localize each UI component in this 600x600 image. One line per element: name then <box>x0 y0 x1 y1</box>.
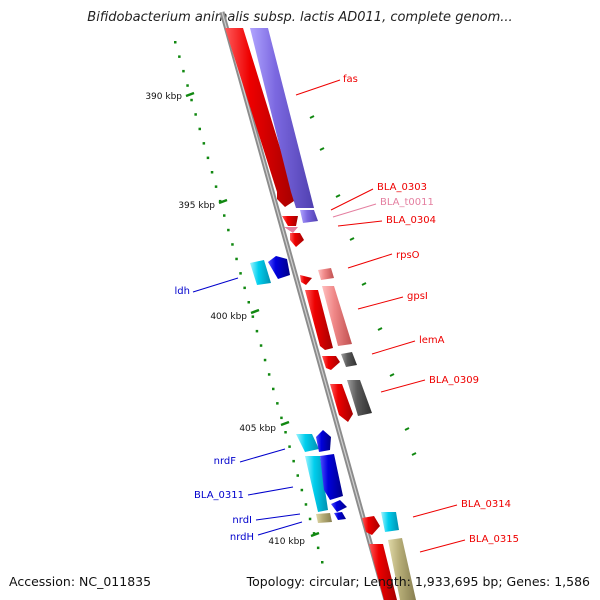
scale-dot <box>231 243 234 246</box>
accession-text: Accession: NC_011835 <box>9 574 151 589</box>
scale-dot <box>227 228 230 232</box>
label-text: ldh <box>175 286 190 297</box>
gene-lemA[interactable] <box>322 352 357 370</box>
scale-dot <box>247 301 250 304</box>
label-text: BLA_0311 <box>194 490 244 501</box>
tick-390kbp: 390 kbp <box>145 91 195 102</box>
scale-dot <box>267 373 271 376</box>
scale-dot <box>235 257 238 261</box>
scale-dot <box>194 113 197 116</box>
genome-backbone <box>219 11 389 600</box>
scale-dot <box>223 214 226 217</box>
label-text: nrdF <box>214 456 237 467</box>
gene-bla0304[interactable] <box>290 233 304 247</box>
label-text: rpsO <box>396 250 420 261</box>
gene-label-bla0311[interactable]: BLA_0311 <box>194 486 294 501</box>
gene-fas[interactable] <box>225 28 318 223</box>
tick-label: 395 kbp <box>178 201 215 211</box>
gene-gpsI[interactable] <box>305 286 352 350</box>
scale-dot <box>178 55 181 58</box>
scale-dot <box>288 445 291 448</box>
scale-dot <box>276 402 279 405</box>
scale-dot <box>312 532 316 535</box>
gene-label-rpsO[interactable]: rpsO <box>347 250 420 269</box>
scale-dot <box>182 69 185 73</box>
gene-label-bla0309[interactable]: BLA_0309 <box>380 375 479 393</box>
tick-400kbp: 400 kbp <box>210 308 260 322</box>
scale-dot <box>239 272 242 275</box>
gene-nrdI[interactable] <box>331 500 347 512</box>
label-text: BLA_0303 <box>377 182 427 193</box>
gene-bla0315[interactable] <box>369 538 416 600</box>
gene-bla0314[interactable] <box>362 512 399 535</box>
gene-bla0303[interactable] <box>282 216 298 226</box>
scale-dot <box>259 344 263 347</box>
label-text: BLA_0314 <box>461 499 511 510</box>
gene-label-ldh[interactable]: ldh <box>175 277 239 297</box>
scale-dot <box>263 358 267 362</box>
gene-nrdH[interactable] <box>316 512 346 523</box>
gene-label-nrdH[interactable]: nrdH <box>230 521 303 543</box>
tick-label: 400 kbp <box>210 312 247 322</box>
gene-blat0011[interactable] <box>284 227 298 233</box>
gene-label-gpsI[interactable]: gpsI <box>357 291 428 310</box>
gene-label-bla0315[interactable]: BLA_0315 <box>419 534 519 553</box>
scale-dot <box>243 286 246 290</box>
scale-dot <box>198 127 201 131</box>
label-text: fas <box>343 74 358 85</box>
scale-dot <box>284 431 287 434</box>
scale-dot <box>321 561 324 564</box>
scale-dot <box>308 517 312 521</box>
gene-label-blat0011[interactable]: BLA_t0011 <box>332 197 434 218</box>
scale-dot <box>292 459 295 463</box>
scale-dot <box>251 315 255 318</box>
gene-label-bla0304[interactable]: BLA_0304 <box>337 215 436 227</box>
label-text: BLA_0315 <box>469 534 519 545</box>
gene-label-nrdI[interactable]: nrdI <box>232 513 301 526</box>
gene-label-nrdF[interactable]: nrdF <box>214 448 286 467</box>
scale-dot <box>202 142 206 145</box>
label-text: gpsI <box>407 291 428 302</box>
scale-dot <box>272 387 275 391</box>
scale-dot <box>300 488 304 492</box>
label-text: BLA_t0011 <box>380 197 434 208</box>
gene-rpsO[interactable] <box>300 268 334 285</box>
scale-track <box>174 41 324 564</box>
tick-label: 390 kbp <box>145 92 182 102</box>
scale-dot <box>296 474 299 477</box>
scale-dot <box>304 503 308 506</box>
tick-395kbp: 395 kbp <box>178 198 228 211</box>
tick-410kbp: 410 kbp <box>268 531 320 547</box>
label-text: nrdI <box>232 515 252 526</box>
gene-bla0309[interactable] <box>330 380 372 422</box>
scale-dot <box>174 41 177 44</box>
scale-dot <box>214 185 218 188</box>
scale-dot <box>218 199 222 203</box>
gene-nrdF[interactable] <box>296 430 331 452</box>
gene-label-lemA[interactable]: lemA <box>371 335 445 355</box>
scale-dot <box>186 84 189 87</box>
map-title: Bifidobacterium animalis subsp. lactis A… <box>87 10 512 25</box>
label-text: BLA_0304 <box>386 215 436 226</box>
gene-label-bla0303[interactable]: BLA_0303 <box>330 182 427 211</box>
scale-dot <box>280 416 283 420</box>
gene-label-bla0314[interactable]: BLA_0314 <box>412 499 511 518</box>
gene-label-fas[interactable]: fas <box>295 74 358 96</box>
scale-ticks: 390 kbp 395 kbp 400 kbp 405 kbp 410 kbp <box>145 91 417 547</box>
gene-ldh[interactable] <box>250 256 290 285</box>
label-text: BLA_0309 <box>429 375 479 386</box>
tick-405kbp: 405 kbp <box>239 420 290 434</box>
genome-summary-text: Topology: circular; Length: 1,933,695 bp… <box>246 574 590 589</box>
tick-label: 405 kbp <box>239 424 276 434</box>
gene-bla0311[interactable] <box>305 454 343 512</box>
scale-dot <box>206 156 210 160</box>
tick-label: 410 kbp <box>268 537 305 547</box>
label-text: nrdH <box>230 532 254 543</box>
scale-dot <box>316 546 320 550</box>
scale-dot <box>190 98 193 102</box>
scale-dot <box>255 329 259 333</box>
label-text: lemA <box>419 335 445 346</box>
scale-dot <box>210 171 214 174</box>
